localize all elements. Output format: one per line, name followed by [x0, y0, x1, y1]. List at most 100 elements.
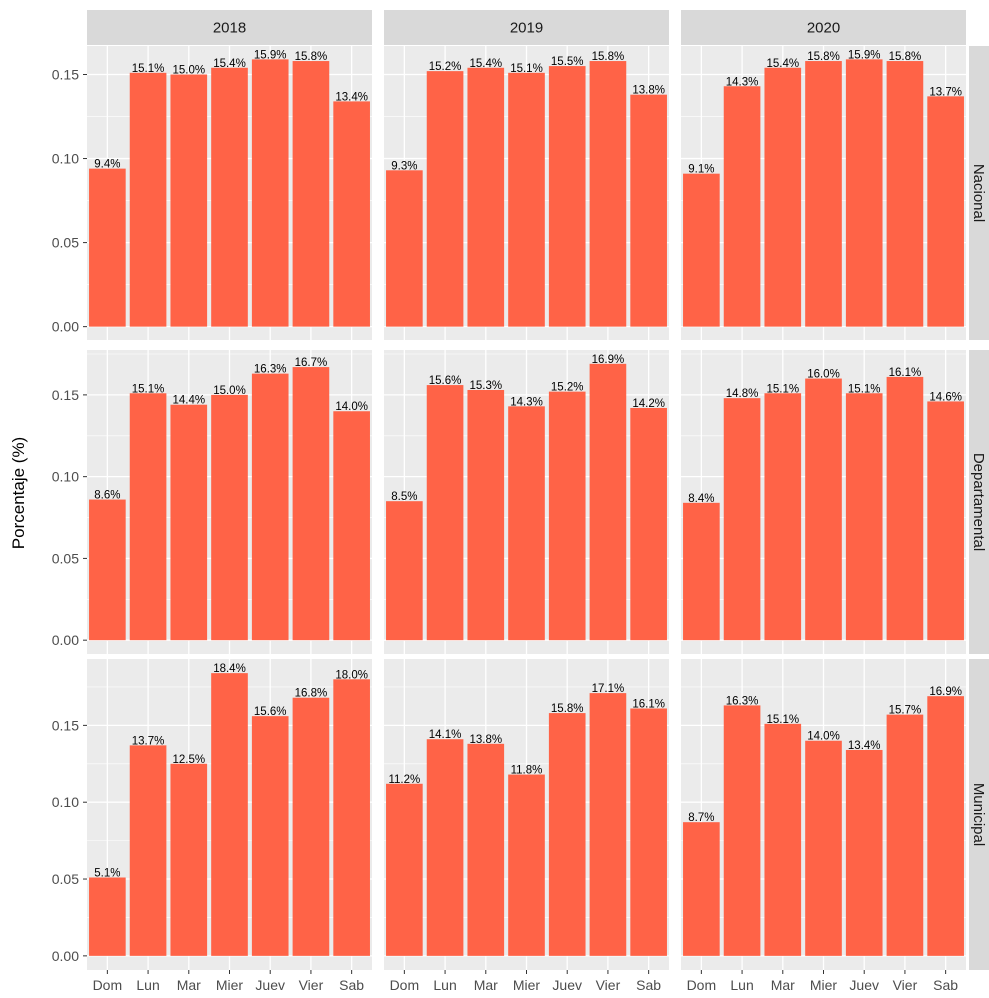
- bar-label: 15.4%: [469, 58, 502, 70]
- bar-label: 15.1%: [132, 383, 165, 395]
- bar-sab: [927, 96, 964, 327]
- bar-label: 15.1%: [132, 63, 165, 75]
- bar-label: 15.2%: [429, 61, 462, 73]
- bar-vier: [292, 61, 330, 327]
- facet-strip-2020: [681, 10, 966, 45]
- bar-label: 18.4%: [213, 663, 246, 675]
- y-tick-label: 0.05: [52, 871, 79, 887]
- bar-label: 15.4%: [766, 58, 799, 70]
- bar-label: 15.1%: [766, 714, 799, 726]
- y-tick-label: 0.10: [52, 469, 79, 485]
- bar-label: 16.3%: [254, 364, 287, 376]
- x-tick-label: Sab: [933, 977, 958, 993]
- facet-strip-label-2018: 2018: [213, 20, 246, 37]
- bar-label: 14.3%: [726, 76, 759, 88]
- x-tick-label: Lun: [136, 977, 159, 993]
- bar-vier: [292, 697, 330, 956]
- y-tick-label: 0.05: [52, 235, 79, 251]
- bar-mier: [508, 406, 545, 641]
- bar-label: 14.1%: [429, 729, 462, 741]
- bar-vier: [886, 714, 924, 956]
- facet-strip-label-nacional: Nacional: [970, 164, 987, 222]
- bar-label: 15.1%: [766, 383, 799, 395]
- panel-nacional-2018: 9.4% 15.1% 15.0% 15.4% 15.9% 15.8% 13.4%: [87, 46, 372, 340]
- panel-municipal-2018: 5.1% 13.7% 12.5% 18.4% 15.6% 16.8% 18.0%: [87, 659, 372, 970]
- bar-mier: [805, 61, 842, 327]
- bar-label: 15.2%: [551, 382, 584, 394]
- facet-strip-nacional: [969, 46, 989, 340]
- x-tick-label: Mier: [513, 977, 541, 993]
- x-tick-label: Sab: [636, 977, 661, 993]
- bar-label: 11.8%: [511, 765, 543, 777]
- bar-mar: [764, 67, 802, 327]
- bar-dom: [89, 499, 126, 641]
- panel-municipal-2019: 11.2% 14.1% 13.8% 11.8% 15.8% 17.1% 16.1%: [384, 659, 669, 970]
- bar-sab: [333, 411, 370, 641]
- bar-label: 15.6%: [254, 706, 287, 718]
- bar-mier: [805, 740, 842, 956]
- panel-departamental-2019: 8.5% 15.6% 15.3% 14.3% 15.2% 16.9% 14.2%: [384, 350, 669, 654]
- bar-label: 15.8%: [592, 51, 625, 63]
- bar-juev: [251, 373, 289, 641]
- bar-label: 8.4%: [688, 493, 714, 505]
- bar-lun: [426, 71, 464, 327]
- panel-municipal-2020: 8.7% 16.3% 15.1% 14.0% 13.4% 15.7% 16.9%: [681, 659, 966, 970]
- bar-label: 16.9%: [929, 686, 962, 698]
- bar-sab: [927, 696, 964, 956]
- bar-label: 14.2%: [632, 398, 665, 410]
- bar-label: 15.4%: [213, 58, 246, 70]
- bar-label: 9.1%: [688, 164, 714, 176]
- bar-mier: [508, 774, 545, 956]
- bar-label: 14.0%: [335, 401, 368, 413]
- bar-mar: [170, 74, 208, 327]
- x-tick-label: Sab: [339, 977, 364, 993]
- bar-juev: [251, 59, 289, 327]
- bar-label: 15.6%: [429, 375, 462, 387]
- bar-juev: [548, 66, 586, 327]
- bar-sab: [333, 101, 370, 327]
- bar-mier: [211, 673, 248, 956]
- bar-juev: [845, 59, 883, 327]
- x-tick-label: Dom: [687, 977, 717, 993]
- panel-nacional-2020: 9.1% 14.3% 15.4% 15.8% 15.9% 15.8% 13.7%: [681, 46, 966, 340]
- bar-lun: [723, 398, 761, 641]
- y-tick-label: 0.15: [52, 387, 79, 403]
- bar-label: 13.4%: [848, 740, 881, 752]
- bar-label: 15.8%: [889, 51, 922, 63]
- bar-vier: [292, 367, 330, 641]
- bar-label: 16.1%: [889, 367, 922, 379]
- bar-label: 9.3%: [391, 160, 417, 172]
- bar-label: 15.5%: [551, 56, 584, 68]
- bar-dom: [386, 501, 423, 641]
- x-tick-label: Vier: [299, 977, 324, 993]
- bar-label: 14.6%: [929, 391, 962, 403]
- bar-label: 8.6%: [94, 490, 120, 502]
- x-tick-label: Lun: [730, 977, 753, 993]
- bar-mier: [211, 67, 248, 327]
- bar-dom: [683, 173, 720, 327]
- facet-strip-departamental: [969, 350, 989, 654]
- bar-sab: [333, 679, 370, 956]
- bar-mar: [764, 393, 802, 641]
- y-tick-label: 0.15: [52, 66, 79, 82]
- bar-mar: [764, 723, 802, 956]
- bar-label: 13.8%: [469, 734, 502, 746]
- bar-label: 5.1%: [94, 867, 120, 879]
- bar-vier: [589, 693, 627, 956]
- bar-mar: [170, 763, 208, 956]
- bar-label: 17.1%: [592, 683, 625, 695]
- bar-label: 15.0%: [213, 385, 246, 397]
- x-tick-label: Vier: [596, 977, 621, 993]
- bar-label: 15.8%: [551, 703, 584, 715]
- facet-strip-2019: [384, 10, 669, 45]
- bar-mier: [805, 378, 842, 641]
- bar-sab: [630, 94, 667, 327]
- bar-label: 18.0%: [335, 669, 368, 681]
- x-tick-label: Dom: [390, 977, 420, 993]
- bar-label: 13.7%: [929, 86, 962, 98]
- bar-label: 15.9%: [254, 49, 287, 61]
- facet-strip-label-2019: 2019: [510, 20, 543, 37]
- x-tick-label: Juev: [552, 977, 582, 993]
- bar-label: 15.9%: [848, 49, 881, 61]
- x-tick-label: Dom: [93, 977, 123, 993]
